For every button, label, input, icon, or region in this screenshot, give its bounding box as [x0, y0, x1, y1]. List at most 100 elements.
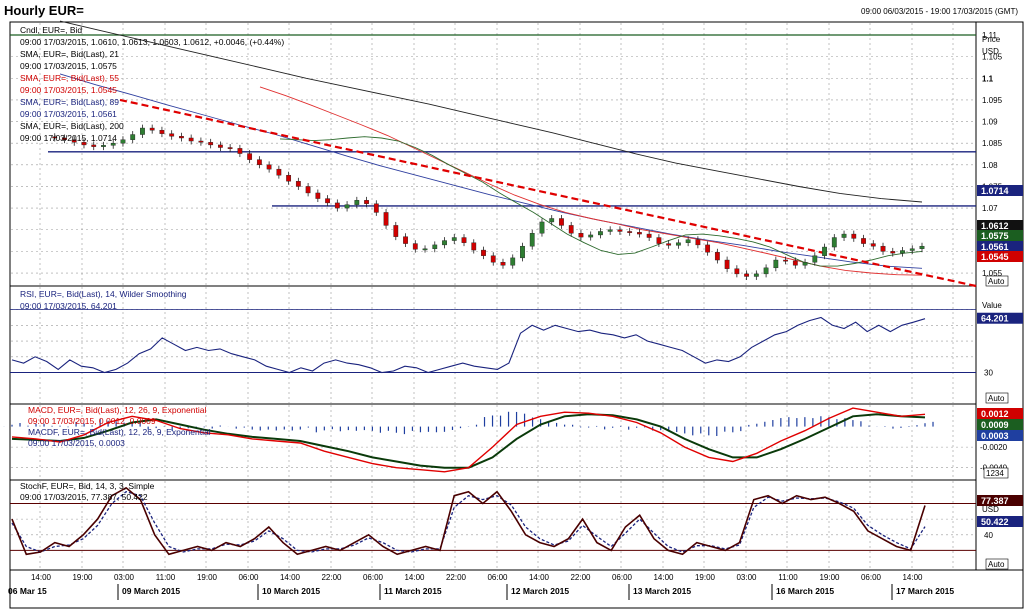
price-tick-label: 1.105 — [982, 53, 1003, 62]
candle — [354, 196, 360, 209]
candle-body — [880, 245, 886, 252]
candle-body — [559, 218, 564, 226]
candle-body — [695, 239, 701, 246]
candle — [276, 165, 282, 179]
candle — [227, 144, 233, 152]
candle-body — [753, 273, 759, 277]
candle — [169, 130, 175, 140]
candle-body — [169, 133, 175, 137]
candle — [666, 240, 672, 249]
candle — [471, 239, 477, 254]
candle — [685, 236, 691, 247]
candle — [578, 229, 584, 241]
candle — [344, 201, 350, 212]
candle-body — [471, 242, 477, 251]
macd-badge-box — [977, 430, 1023, 441]
candle-body — [325, 198, 330, 204]
downtrend-line — [119, 98, 977, 288]
macd-legend-text: MACD, EUR=, Bid(Last), 12, 26, 9, Expone… — [28, 405, 206, 415]
candle-body — [520, 245, 525, 259]
stoch-legend-text: StochF, EUR=, Bid, 14, 3, 3, Simple — [20, 481, 155, 491]
candle — [627, 228, 633, 236]
candle-body — [334, 202, 340, 209]
price-legend-text: 09:00 17/03/2015, 1.0561 — [20, 109, 117, 119]
candle-body — [627, 231, 633, 233]
candle — [617, 226, 623, 235]
candle — [120, 136, 126, 147]
rsi-badge: 64.201 — [977, 312, 1023, 324]
time-tick-label: 22:00 — [446, 573, 467, 582]
price-badge-label: 1.0714 — [981, 186, 1009, 196]
candle-body — [451, 237, 457, 241]
price-legend-text: 09:00 17/03/2015, 1.0610, 1.0613, 1.0603… — [20, 37, 284, 47]
rsi-badge-box — [977, 312, 1023, 324]
candle — [724, 256, 730, 273]
candle — [831, 234, 837, 251]
candle — [490, 252, 496, 266]
candle-body — [286, 175, 292, 182]
time-tick-label: 06:00 — [612, 573, 633, 582]
candle-body — [71, 139, 77, 143]
date-label: 16 March 2015 — [776, 586, 834, 596]
auto-scale-button[interactable]: Auto — [985, 558, 1009, 570]
date-label: 13 March 2015 — [633, 586, 691, 596]
candle — [549, 215, 555, 226]
macd-badge-label: 0.0003 — [981, 431, 1009, 441]
candle-body — [354, 200, 360, 205]
time-tick-label: 06:00 — [487, 573, 508, 582]
candle — [110, 139, 116, 149]
rsi-legend-text: 09:00 17/03/2015, 64.201 — [20, 301, 117, 311]
candle — [198, 137, 204, 146]
candle — [656, 234, 662, 248]
time-tick-label: 14:00 — [280, 573, 301, 582]
candle-body — [247, 153, 253, 160]
candle — [130, 131, 136, 144]
candle-body — [607, 229, 613, 232]
time-tick-label: 11:00 — [156, 573, 176, 582]
price-legend-text: SMA, EUR=, Bid(Last), 89 — [20, 97, 119, 107]
price-legend-text: 09:00 17/03/2015, 1.0714 — [20, 133, 117, 143]
candle-body — [208, 142, 214, 146]
candle-body — [91, 144, 97, 147]
candle-body — [841, 233, 847, 238]
candle-body — [364, 200, 369, 204]
rsi-line — [11, 316, 926, 374]
time-axis-frame — [9, 569, 1024, 609]
macd-scale-button[interactable]: 1234 — [983, 467, 1009, 479]
time-tick-label: 19:00 — [695, 573, 716, 582]
candle — [451, 234, 457, 245]
time-tick-label: 06:00 — [861, 573, 882, 582]
candle — [71, 136, 77, 146]
price-badge: 1.0561 — [977, 241, 1023, 252]
stoch-badge: 50.422 — [977, 516, 1023, 527]
candle-body — [529, 232, 535, 247]
auto-scale-button[interactable]: Auto — [985, 275, 1009, 287]
candle-body — [675, 242, 681, 246]
price-badge-label: 1.0561 — [981, 242, 1009, 252]
candle — [256, 156, 262, 169]
candle — [101, 141, 106, 151]
candle — [900, 247, 905, 257]
candle — [237, 144, 243, 158]
candle — [52, 133, 58, 142]
price-badge: 1.0545 — [977, 251, 1023, 262]
candle-body — [442, 240, 447, 246]
auto-scale-button[interactable]: Auto — [985, 392, 1009, 404]
price-badge: 1.0612 — [977, 220, 1023, 231]
price-pane-frame — [9, 21, 977, 287]
candle-body — [851, 233, 857, 239]
candle — [442, 237, 447, 249]
candle — [802, 258, 808, 269]
candle-body — [831, 237, 837, 248]
auto-scale-box — [985, 392, 1009, 404]
macd-badge-box — [977, 419, 1023, 430]
price-legend-text: SMA, EUR=, Bid(Last), 55 — [20, 73, 119, 83]
candle-body — [432, 244, 438, 249]
candle-body — [812, 255, 818, 263]
candle-body — [140, 127, 145, 135]
candle — [481, 246, 486, 260]
candle-body — [227, 147, 233, 149]
price-badge-box — [977, 241, 1023, 252]
